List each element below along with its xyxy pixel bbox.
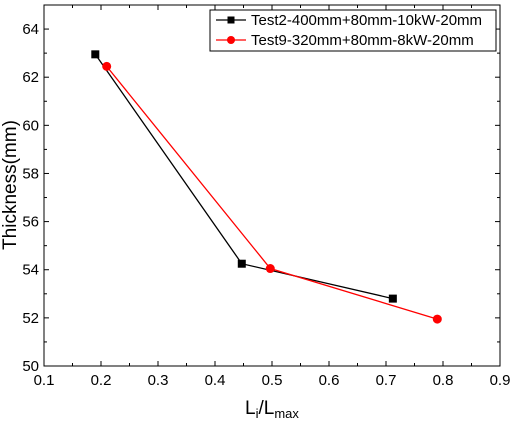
x-tick-label: 0.6 — [319, 372, 340, 389]
y-axis-title: Thickness(mm) — [0, 120, 21, 250]
legend-marker-series-1 — [227, 16, 235, 24]
series-layer — [91, 50, 442, 324]
x-tick-label: 0.1 — [34, 372, 55, 389]
x-axis-title-sub-i: i — [256, 406, 259, 421]
data-point-series-1 — [91, 50, 100, 59]
y-tick-label: 64 — [22, 21, 39, 38]
series-line-2 — [106, 65, 438, 320]
y-tick-label: 62 — [22, 69, 39, 86]
legend-label-series-2: Test9-320mm+80mm-8kW-20mm — [251, 32, 474, 49]
legend-box — [209, 9, 497, 52]
data-point-series-1 — [237, 259, 246, 268]
y-tick-label: 58 — [22, 165, 39, 182]
x-axis-title-sub-max: max — [274, 406, 299, 421]
data-point-series-2 — [265, 264, 275, 274]
x-tick-label: 0.5 — [262, 372, 283, 389]
y-tick-label: 50 — [22, 358, 39, 375]
plot-frame — [43, 4, 501, 367]
y-tick-label: 52 — [22, 310, 39, 327]
x-axis-title-slash: /L — [258, 398, 274, 419]
legend-marker-series-2 — [227, 36, 235, 44]
y-tick-label: 54 — [22, 262, 39, 279]
y-tick-label: 60 — [22, 117, 39, 134]
legend: Test2-400mm+80mm-10kW-20mm Test9-320mm+8… — [209, 9, 497, 52]
x-axis-title: Li/Lmax — [245, 398, 299, 421]
x-tick-label: 0.8 — [433, 372, 454, 389]
x-axis-title-main: L — [245, 398, 256, 419]
axis-ticks: 0.1 0.2 0.3 0.4 0.5 0.6 0.7 0.8 0.9 50 52 54 56 58 60 6… — [22, 4, 511, 389]
x-tick-label: 0.4 — [205, 372, 226, 389]
legend-label-series-1: Test2-400mm+80mm-10kW-20mm — [251, 12, 482, 29]
data-point-series-2 — [432, 314, 442, 324]
data-point-series-2 — [102, 61, 112, 71]
x-tick-label: 0.3 — [148, 372, 169, 389]
data-point-series-1 — [388, 294, 397, 303]
x-tick-label: 0.9 — [490, 372, 511, 389]
x-tick-label: 0.7 — [376, 372, 397, 389]
x-tick-label: 0.2 — [91, 372, 112, 389]
y-tick-label: 56 — [22, 214, 39, 231]
